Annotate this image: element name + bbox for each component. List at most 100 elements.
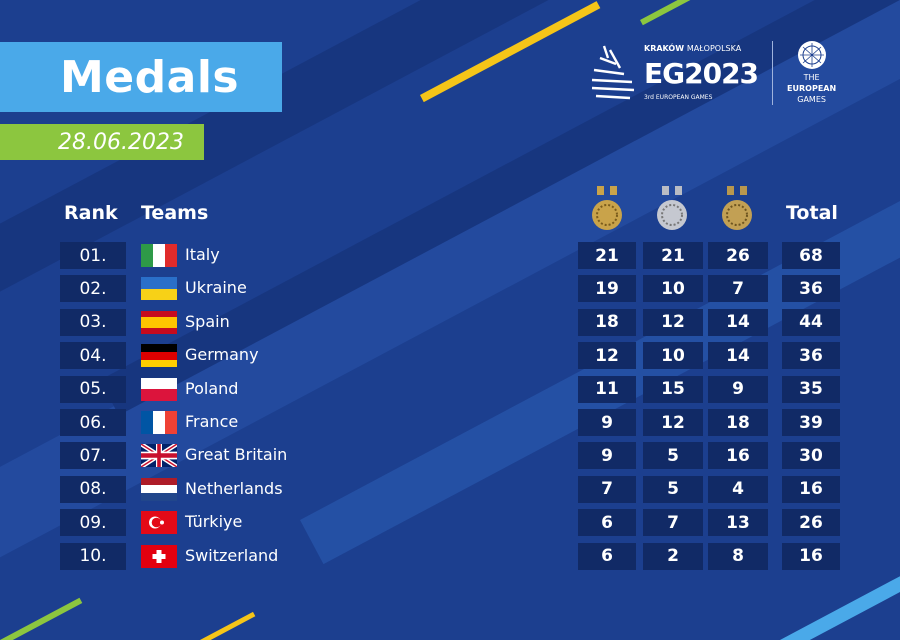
gold-count: 6 — [578, 542, 636, 570]
silver-count: 12 — [643, 409, 703, 436]
bronze-count: 13 — [708, 509, 768, 537]
date-text: 28.06.2023 — [58, 129, 184, 155]
rank-cell: 03. — [60, 308, 126, 336]
silver-count: 5 — [643, 475, 703, 503]
total-count: 39 — [782, 409, 840, 436]
gold-count: 18 — [578, 308, 636, 336]
table-row: 04. Germany 12 10 14 36 — [0, 342, 900, 370]
logo-mark: EG2023 — [644, 56, 759, 90]
silver-medal-icon — [655, 186, 689, 232]
title-text: Medals — [60, 51, 240, 103]
flag-ukraine-icon — [141, 277, 177, 301]
table-row: 06. France 9 12 18 39 — [0, 409, 900, 436]
silver-count: 15 — [643, 375, 703, 403]
flag-italy-icon — [141, 244, 177, 267]
flame-icon — [591, 45, 635, 99]
total-header: Total — [786, 202, 838, 224]
rank-cell: 05. — [60, 375, 126, 403]
flag-switzerland-icon — [141, 544, 177, 568]
table-row: 01. Italy 21 21 26 68 — [0, 242, 900, 269]
logo-divider — [772, 40, 774, 105]
table-row: 03. Spain 18 12 14 44 — [0, 308, 900, 336]
logo-city-line: KRAKÓW MAŁOPOLSKA — [644, 43, 758, 55]
rank-header: Rank — [64, 202, 118, 224]
gold-medal-icon — [590, 186, 624, 232]
gold-count: 9 — [578, 442, 636, 470]
team-name: Great Britain — [185, 445, 288, 465]
team-name: Poland — [185, 378, 239, 398]
rank-cell: 07. — [60, 442, 126, 470]
total-count: 16 — [782, 475, 840, 503]
teams-header: Teams — [141, 202, 209, 224]
team-name: France — [185, 412, 239, 431]
gold-count: 9 — [578, 409, 636, 436]
rank-cell: 06. — [60, 409, 126, 436]
flag-germany-icon — [141, 344, 177, 368]
flag-france-icon — [141, 411, 177, 434]
team-name: Italy — [185, 245, 220, 264]
flag-netherlands-icon — [141, 477, 177, 501]
silver-count: 2 — [643, 542, 703, 570]
silver-count: 10 — [643, 342, 703, 370]
page-title: Medals — [0, 42, 282, 112]
rank-cell: 09. — [60, 509, 126, 537]
total-count: 26 — [782, 509, 840, 537]
rank-cell: 08. — [60, 475, 126, 503]
org-line2: EUROPEAN — [787, 84, 837, 93]
table-row: 07. Great Britain 9 5 16 30 — [0, 442, 900, 470]
european-games-globe-icon — [797, 41, 826, 69]
silver-count: 5 — [643, 442, 703, 470]
gold-count: 11 — [578, 375, 636, 403]
silver-count: 21 — [643, 242, 703, 269]
gold-count: 19 — [578, 275, 636, 303]
bronze-count: 26 — [708, 242, 768, 269]
silver-count: 10 — [643, 275, 703, 303]
logo-text-block: KRAKÓW MAŁOPOLSKA EG2023 3rd EUROPEAN GA… — [644, 43, 759, 103]
team-name: Germany — [185, 345, 259, 365]
org-line3: GAMES — [797, 95, 826, 104]
total-count: 16 — [782, 542, 840, 570]
bronze-count: 9 — [708, 375, 768, 403]
total-count: 44 — [782, 308, 840, 336]
bronze-count: 14 — [708, 308, 768, 336]
european-games-logo: THE EUROPEAN GAMES — [787, 40, 836, 105]
bronze-count: 7 — [708, 275, 768, 303]
silver-count: 12 — [643, 308, 703, 336]
team-name: Türkiye — [185, 512, 243, 532]
bronze-count: 14 — [708, 342, 768, 370]
table-row: 10. Switzerland 6 2 8 16 — [0, 542, 900, 570]
table-row: 02. Ukraine 19 10 7 36 — [0, 275, 900, 303]
flag-great-britain-icon — [141, 444, 177, 468]
table-row: 09. Türkiye 6 7 13 26 — [0, 509, 900, 537]
total-count: 68 — [782, 242, 840, 269]
total-count: 36 — [782, 275, 840, 303]
team-name: Spain — [185, 311, 230, 331]
rank-cell: 10. — [60, 542, 126, 570]
team-name: Ukraine — [185, 278, 247, 298]
logo-region: MAŁOPOLSKA — [686, 43, 742, 53]
flag-poland-icon — [141, 377, 177, 401]
rank-cell: 02. — [60, 275, 126, 303]
total-count: 36 — [782, 342, 840, 370]
date-badge: 28.06.2023 — [0, 124, 204, 160]
bronze-count: 18 — [708, 409, 768, 436]
bronze-count: 4 — [708, 475, 768, 503]
rank-cell: 01. — [60, 242, 126, 269]
total-count: 30 — [782, 442, 840, 470]
gold-count: 6 — [578, 509, 636, 537]
team-name: Netherlands — [185, 478, 283, 498]
bronze-count: 8 — [708, 542, 768, 570]
team-name: Switzerland — [185, 545, 279, 565]
logo-subtitle: 3rd EUROPEAN GAMES — [644, 93, 713, 101]
flag-spain-icon — [141, 310, 177, 334]
bronze-medal-icon — [720, 186, 754, 232]
flag-turkiye-icon — [141, 511, 177, 535]
logo-city: KRAKÓW — [644, 43, 685, 53]
rank-cell: 04. — [60, 342, 126, 370]
eg2023-logo: KRAKÓW MAŁOPOLSKA EG2023 3rd EUROPEAN GA… — [590, 40, 836, 105]
bronze-count: 16 — [708, 442, 768, 470]
gold-count: 7 — [578, 475, 636, 503]
silver-count: 7 — [643, 509, 703, 537]
table-row: 05. Poland 11 15 9 35 — [0, 375, 900, 403]
gold-count: 12 — [578, 342, 636, 370]
